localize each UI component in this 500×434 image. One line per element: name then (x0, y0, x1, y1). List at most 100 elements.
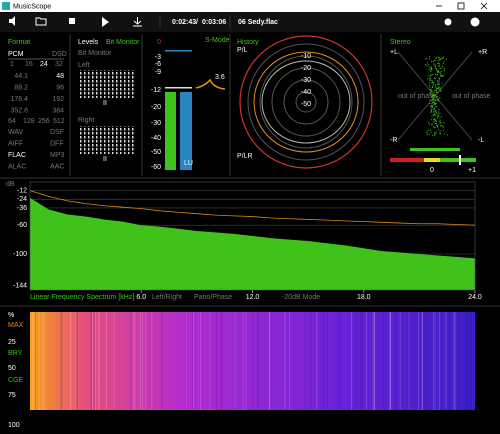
sample-rate: 352.8 (10, 107, 28, 114)
stereo-dot (430, 88, 432, 90)
stereo-dot (428, 92, 430, 94)
ring-label: -10 (301, 53, 311, 60)
stereo-dot (438, 87, 440, 89)
spectrogram-stripe (234, 312, 236, 410)
container: WAV (8, 129, 23, 136)
spectrogram-label: CGE (8, 377, 24, 384)
stereo-dot (430, 68, 432, 70)
stereo-dot (432, 85, 434, 87)
right-bit-grid (78, 126, 136, 154)
spectrogram-stripe (454, 312, 456, 410)
x-tick-label: 18.0 (357, 294, 371, 301)
sample-rate: 384 (52, 107, 64, 114)
bit-depth: 1 (10, 61, 14, 68)
stereo-dot (434, 118, 436, 120)
toolbar-buttons[interactable] (9, 16, 480, 27)
stereo-dot (441, 74, 443, 76)
stereo-dot (430, 119, 432, 121)
stereo-dot (427, 75, 429, 77)
stereo-dot (432, 98, 434, 100)
minus-l: -L (478, 137, 484, 144)
stereo-dot (436, 79, 438, 81)
stereo-dot (430, 131, 432, 133)
stereo-dot (437, 88, 439, 90)
stereo-dot (435, 112, 437, 114)
corr-mid (424, 158, 440, 162)
spectrogram-stripe (327, 312, 328, 410)
stereo-dot (434, 65, 436, 67)
stereo-dot (425, 58, 427, 60)
spectrogram-stripe (76, 312, 78, 410)
stereo-dot (426, 57, 428, 59)
plus-l: +L (390, 49, 398, 56)
stereo-dot (434, 102, 436, 104)
meter-scale: -60 (151, 164, 161, 171)
spectrogram-stripe (93, 312, 95, 410)
spectrogram-stripe (91, 312, 92, 410)
stereo-dot (437, 96, 439, 98)
levels-title: Levels (78, 39, 99, 46)
stereo-dot (430, 66, 432, 68)
stereo-dot (443, 74, 445, 76)
spectrogram-stripe (362, 312, 364, 410)
stereo-dot (429, 79, 431, 81)
spectrogram-stripe (32, 312, 34, 410)
title-bar (0, 0, 500, 12)
stereo-dot (428, 68, 430, 70)
stereo-dot (432, 96, 434, 98)
stereo-dot (428, 129, 430, 131)
stereo-dot (433, 103, 435, 105)
corr-zero: 0 (430, 167, 434, 174)
meter-scale: -3 (155, 54, 161, 61)
stereo-dot (437, 100, 439, 102)
spectrogram-stripe (234, 312, 236, 410)
stereo-dot (434, 64, 436, 66)
spectrogram-stripe (99, 312, 100, 410)
spectrogram-stripe (408, 312, 409, 410)
stereo-dot (437, 60, 439, 62)
right-label: Right (78, 117, 94, 124)
loudness-curve (195, 78, 226, 90)
peak-line (165, 50, 192, 52)
container: AIFF (8, 140, 23, 147)
levels-subtitle: Bit Monitor (78, 50, 112, 57)
stereo-dot (441, 57, 443, 59)
spectrogram-stripe (98, 312, 99, 410)
stereo-dot (443, 122, 445, 124)
stereo-dot (440, 89, 442, 91)
stereo-dot (427, 64, 429, 66)
stereo-dot (433, 92, 435, 94)
stereo-dot (431, 80, 433, 82)
spectrogram-stripe (374, 312, 375, 410)
stereo-dot (439, 75, 441, 77)
stereo-dot (431, 100, 433, 102)
spectrogram-stripe (139, 312, 141, 410)
window-controls[interactable] (436, 2, 488, 10)
bit-depth: 16 (25, 61, 33, 68)
left-level-bar (165, 92, 176, 170)
stereo-axes (397, 51, 473, 141)
stereo-dot (433, 121, 435, 123)
stereo-dot (437, 87, 439, 89)
stereo-dot (434, 132, 436, 134)
spectrogram-stripe (185, 312, 187, 410)
bit-depth: 24 (40, 61, 48, 68)
loudness-unit: LU (184, 160, 193, 167)
dsd-label: DSD (52, 51, 67, 58)
corr-plus-one: +1 (468, 167, 476, 174)
spectrogram-stripe (284, 312, 286, 410)
spectrogram-stripe (390, 312, 392, 410)
track-name: 06 Sedy.flac (238, 19, 278, 26)
stereo-dot (429, 78, 431, 80)
stereo-dot (436, 124, 438, 126)
meter-scale: -30 (151, 120, 161, 127)
stereo-dot (430, 111, 432, 113)
stereo-dot (437, 81, 439, 83)
spectrogram-stripe (92, 312, 93, 410)
stereo-dot (433, 110, 435, 112)
stereo-dot (431, 124, 433, 126)
stereo-dot (432, 90, 434, 92)
spectrogram-stripe (390, 312, 391, 410)
time-separator: / (196, 19, 198, 26)
